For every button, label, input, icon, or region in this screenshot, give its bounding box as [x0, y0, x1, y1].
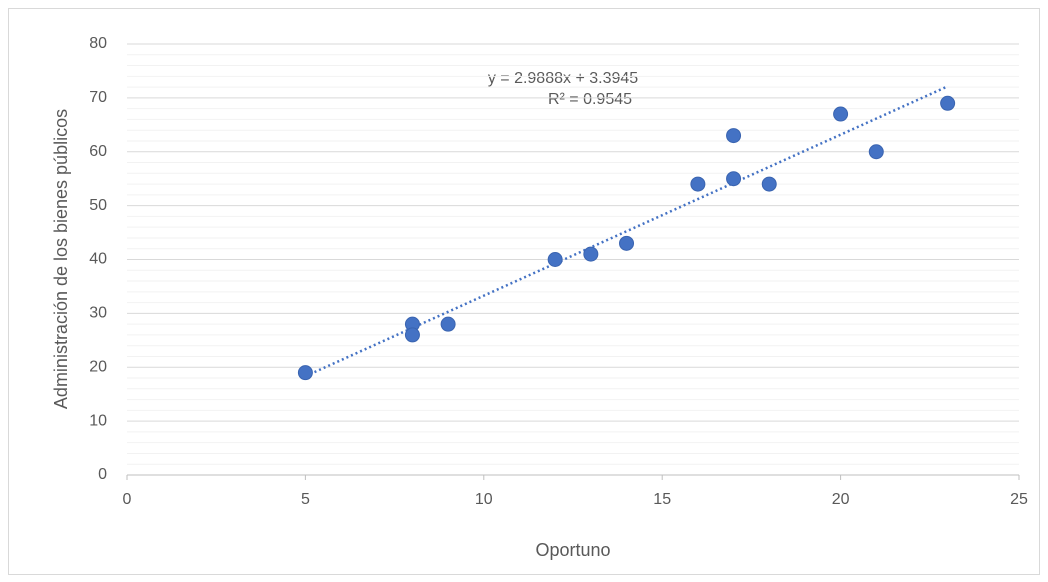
y-axis-title: Administración de los bienes públicos — [51, 109, 71, 409]
scatter-point — [726, 171, 742, 187]
x-tick-label: 0 — [123, 491, 132, 508]
y-tick-label: 20 — [89, 358, 107, 375]
x-tick-label: 5 — [301, 491, 310, 508]
y-tick-label: 40 — [89, 251, 107, 268]
scatter-point — [547, 252, 563, 267]
scatter-point — [619, 235, 635, 251]
scatter-point — [833, 106, 849, 122]
y-tick-label: 30 — [89, 305, 107, 322]
scatter-point — [868, 144, 884, 160]
scatter-point — [297, 365, 313, 381]
scatter-point — [440, 316, 456, 332]
x-axis-title: Oportuno — [535, 540, 610, 560]
y-tick-label: 60 — [89, 143, 107, 160]
x-tick-label: 25 — [1010, 491, 1028, 508]
trendline-r-squared: R² = 0.9545 — [548, 91, 632, 108]
scatter-point — [761, 176, 777, 192]
scatter-point — [583, 246, 599, 262]
scatter-point — [404, 327, 420, 343]
x-tick-label: 15 — [653, 491, 671, 508]
scatter-point — [940, 95, 956, 111]
y-tick-label: 10 — [89, 412, 107, 429]
scatter-point — [726, 128, 742, 144]
y-tick-label: 70 — [89, 89, 107, 106]
x-tick-label: 20 — [832, 491, 850, 508]
trendline-equation: y = 2.9888x + 3.3945 — [488, 70, 638, 87]
scatter-point — [690, 176, 706, 192]
x-tick-label: 10 — [475, 491, 493, 508]
y-tick-label: 0 — [98, 466, 107, 483]
y-tick-label: 80 — [89, 35, 107, 52]
y-tick-label: 50 — [89, 197, 107, 214]
